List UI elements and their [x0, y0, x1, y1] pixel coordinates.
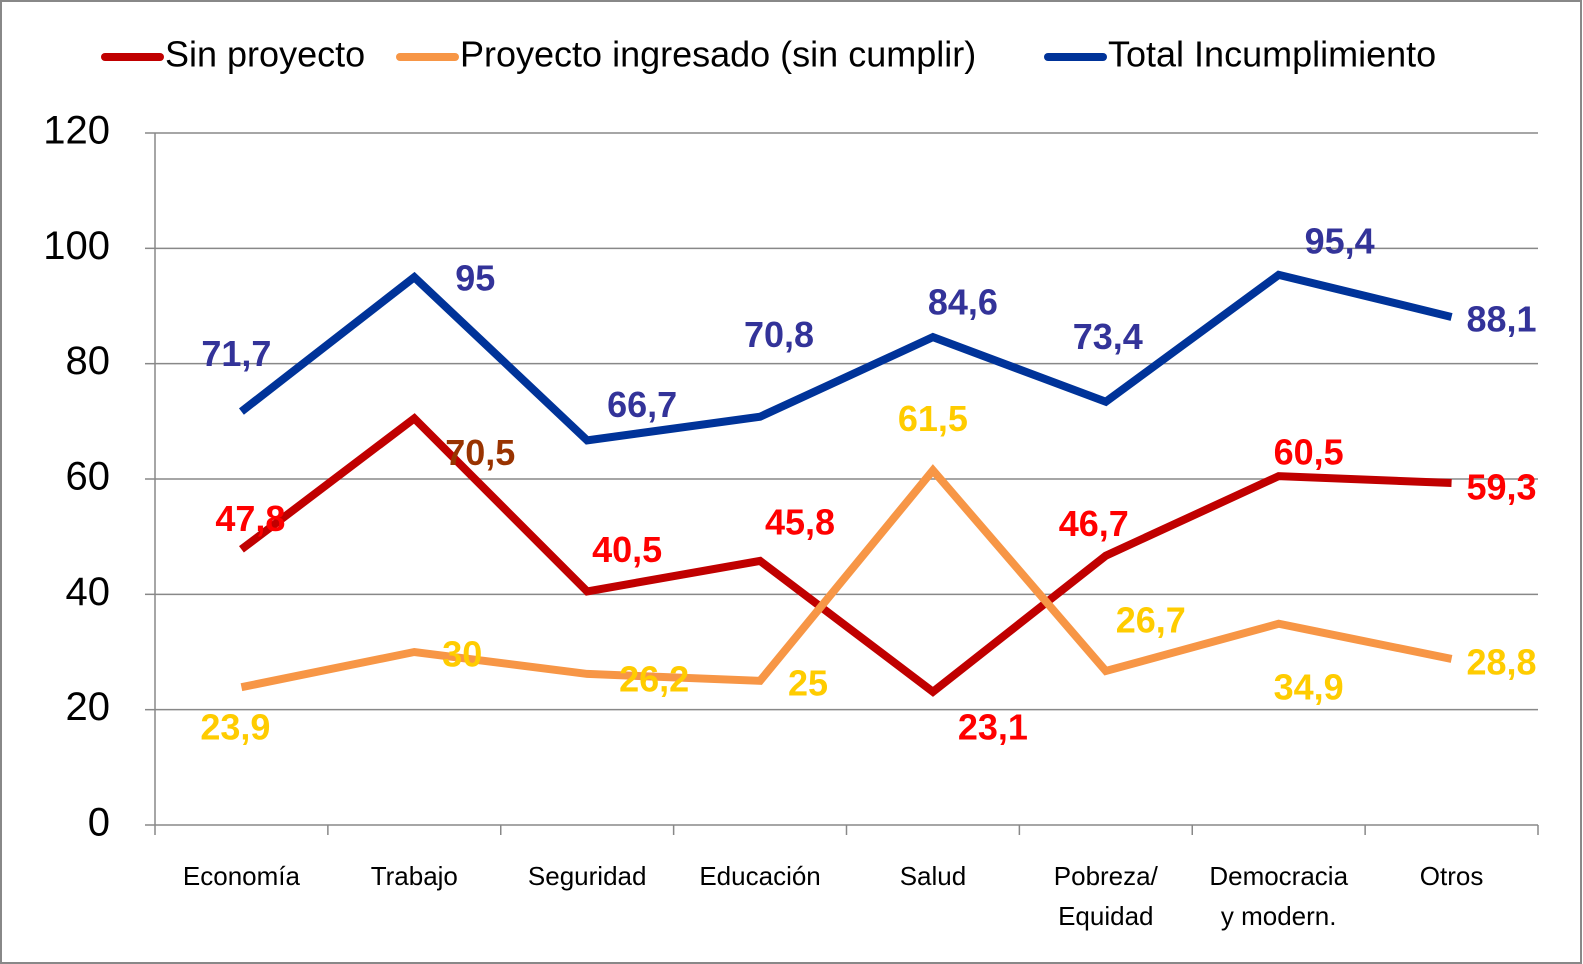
- y-tick-label: 120: [43, 109, 110, 153]
- data-label: 23,1: [958, 706, 1028, 747]
- data-label: 71,7: [201, 333, 271, 374]
- data-label: 88,1: [1467, 298, 1537, 339]
- x-tick-label: Democracia y modern.: [1209, 861, 1348, 931]
- data-label: 73,4: [1073, 316, 1143, 357]
- data-label: 46,7: [1059, 503, 1129, 544]
- y-tick-label: 100: [43, 224, 110, 268]
- x-tick-label: Trabajo: [371, 861, 458, 891]
- legend-label: Total Incumplimiento: [1108, 34, 1436, 75]
- data-label: 70,8: [744, 314, 814, 355]
- legend-label: Proyecto ingresado (sin cumplir): [460, 34, 976, 75]
- data-label: 66,7: [607, 384, 677, 425]
- data-label: 95: [455, 258, 495, 299]
- data-label: 34,9: [1274, 666, 1344, 707]
- data-label: 61,5: [898, 398, 968, 439]
- data-label: 60,5: [1274, 432, 1344, 473]
- y-tick-label: 80: [66, 339, 111, 383]
- y-tick-label: 20: [66, 685, 111, 729]
- y-tick-label: 60: [66, 455, 111, 499]
- legend-label: Sin proyecto: [165, 34, 365, 75]
- data-label: 45,8: [765, 501, 835, 542]
- data-label: 95,4: [1305, 220, 1375, 261]
- y-tick-label: 40: [66, 570, 111, 614]
- data-label: 26,2: [619, 658, 689, 699]
- series-line: [238, 270, 1453, 445]
- data-label: 40,5: [592, 529, 662, 570]
- x-tick-label: Otros: [1420, 861, 1484, 891]
- x-tick-label: Seguridad: [528, 861, 647, 891]
- x-tick-label: Educación: [699, 861, 820, 891]
- x-tick-label: Salud: [900, 861, 967, 891]
- data-label: 47,8: [215, 498, 285, 539]
- data-label: 26,7: [1116, 600, 1186, 641]
- x-tick-label: Economía: [183, 861, 301, 891]
- x-tick-label: Pobreza/Equidad: [1054, 861, 1159, 931]
- data-label: 23,9: [200, 707, 270, 748]
- data-label: 28,8: [1467, 641, 1537, 682]
- series-line: [239, 413, 1452, 697]
- data-label: 84,6: [928, 282, 998, 323]
- data-label: 30: [442, 634, 482, 675]
- data-label: 70,5: [445, 432, 515, 473]
- data-label: 25: [788, 662, 828, 703]
- series-line: [240, 464, 1453, 692]
- y-tick-label: 0: [88, 801, 110, 845]
- data-label: 59,3: [1467, 467, 1537, 508]
